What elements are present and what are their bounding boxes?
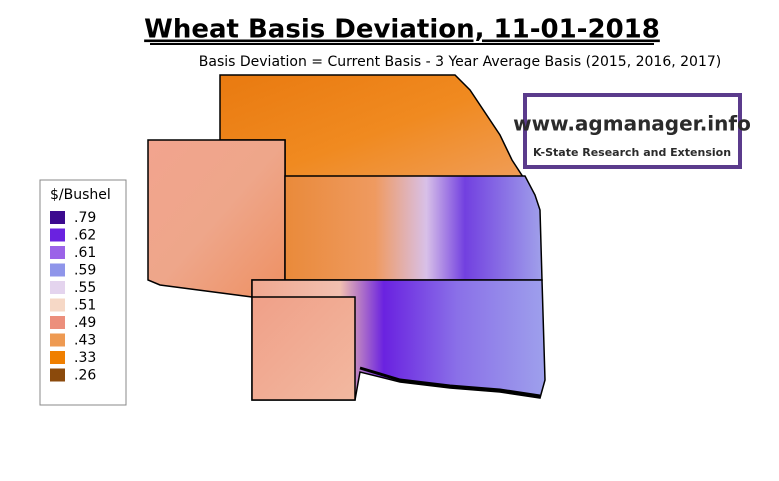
texas-panhandle: [251, 296, 356, 401]
legend-swatch: [50, 211, 65, 224]
legend-swatch: [50, 298, 65, 312]
legend-label: .55: [74, 280, 96, 296]
legend-swatch: [50, 368, 65, 382]
legend-swatch: [50, 333, 65, 347]
legend-swatch: [50, 228, 65, 242]
title: Wheat Basis Deviation, 11-01-2018: [144, 15, 660, 45]
legend-swatch: [50, 316, 65, 329]
map: [147, 74, 546, 401]
legend-swatch: [50, 281, 65, 294]
red-river: [359, 366, 541, 398]
legend-label: .49: [74, 315, 96, 331]
subtitle: Basis Deviation = Current Basis - 3 Year…: [199, 54, 721, 70]
legend-swatch: [50, 351, 65, 364]
legend-label: .61: [74, 245, 96, 261]
logo-box: [523, 93, 742, 169]
legend-label: .51: [74, 298, 96, 314]
legend-title: $/Bushel: [50, 187, 111, 203]
kansas: [284, 175, 543, 281]
logo: www.agmanager.info K-State Research and …: [513, 93, 751, 169]
colorado: [147, 139, 286, 298]
logo-url: www.agmanager.info: [513, 112, 751, 136]
legend-label: .33: [74, 350, 96, 366]
legend-label: .43: [74, 333, 96, 349]
legend-label: .26: [74, 368, 96, 384]
legend-swatch: [50, 246, 65, 259]
legend-label: .79: [74, 210, 96, 226]
legend-label: .59: [74, 263, 96, 279]
logo-org: K-State Research and Extension: [533, 146, 731, 159]
legend: $/Bushel .79 .62.61 .59.55 .51.49 .43.33 .26: [39, 179, 127, 406]
legend-label: .62: [74, 228, 96, 244]
legend-swatch: [50, 263, 65, 277]
